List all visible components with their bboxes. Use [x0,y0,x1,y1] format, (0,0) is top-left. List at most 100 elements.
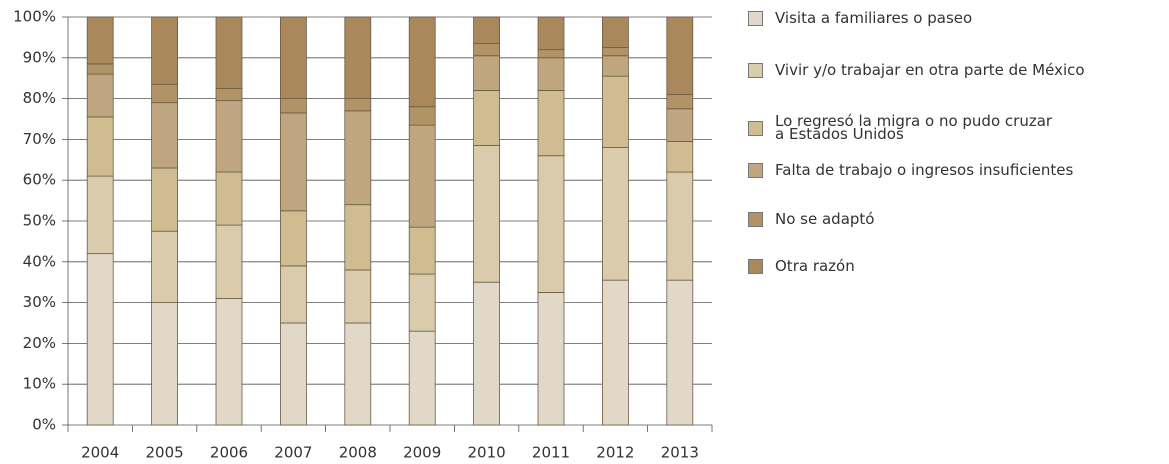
bar-segment [602,16,629,49]
bar-segment [344,322,372,426]
bar-segment [666,279,694,426]
chart: 0% 10% 20% 30% 40% 50% 60% 70% 80% 90% 100% 2004 200… [13,8,713,462]
bar-segment [279,265,307,324]
bar-segment [344,110,372,206]
x-tick-label: 2012 [596,444,634,462]
bar-segment [537,291,565,426]
x-tick-label: 2010 [468,444,506,462]
legend-item: No se adaptó [748,212,874,227]
bar-segment [408,106,436,126]
bar-segment [537,90,565,157]
legend-swatch [748,120,763,136]
legend-label: No se adaptó [775,210,875,228]
bar-segment [86,63,114,75]
bar-segment [602,55,629,77]
bar-segment [215,298,243,426]
y-tick-label: 30% [23,293,56,311]
bar-segment [537,57,565,91]
y-tick-label: 80% [23,89,56,107]
bar-segment [408,273,436,332]
bar-segment [473,43,501,57]
y-tick-label: 60% [23,171,56,189]
bar-segment [86,253,114,426]
legend-label: Falta de trabajo o ingresos insuficiente… [775,161,1074,179]
bar-segment [279,210,307,267]
bar-segment [537,155,565,293]
bar-segment [151,83,179,104]
bar-segment [408,16,436,108]
legend-swatch [748,259,763,274]
bar-segment [473,281,501,426]
bar-segment [344,204,372,271]
bar-segment [473,16,501,44]
bar-segment [86,175,114,255]
legend-label: Visita a familiares o paseo [775,9,973,27]
legend-item: Vivir y/o trabajar en otra parte de Méxi… [748,63,1085,78]
legend-item: Visita a familiares o paseo [748,11,972,26]
bar-segment [279,16,307,99]
x-tick-label: 2005 [146,444,184,462]
x-tick-label: 2004 [81,444,119,462]
bar-segment [215,224,243,299]
bar-segment [408,226,436,275]
legend-item: Lo regresó la migra o no pudo cruzar a E… [748,112,1053,143]
bar-segment [279,322,307,426]
legend-swatch [748,163,763,178]
x-tick-label: 2009 [403,444,441,462]
bar-segment [602,147,629,281]
y-tick-label: 10% [23,375,56,393]
bar-segment [666,171,694,281]
bar-segment [473,55,501,91]
bar-segment [151,102,179,169]
legend-swatch [748,212,763,227]
y-tick-label: 40% [23,252,56,270]
bar-segment [408,124,436,228]
bar-segment [666,108,694,142]
bar-segment [602,279,629,426]
y-tick-label: 0% [32,416,56,434]
y-tick-label: 100% [13,8,56,26]
x-tick-label: 2011 [532,444,570,462]
bar-segment [215,171,243,226]
bar-segment [344,269,372,324]
y-tick-label: 90% [23,48,56,66]
bar-segment [279,112,307,212]
bar-segment [666,16,694,95]
y-tick-label: 20% [23,334,56,352]
x-tick-label: 2006 [210,444,248,462]
bar-segment [666,141,694,173]
bar-segment [215,88,243,102]
legend-label: Lo regresó la migra o no pudo cruzar a E… [775,112,1053,143]
bar-segment [408,330,436,426]
legend-label: Vivir y/o trabajar en otra parte de Méxi… [775,61,1085,79]
bar-segment [86,16,114,65]
bar-segment [215,100,243,173]
y-tick-label: 50% [23,212,56,230]
bar-segment [151,230,179,303]
legend-swatch [748,63,763,78]
bar-segment [86,73,114,118]
x-tick-label: 2008 [339,444,377,462]
legend-item: Falta de trabajo o ingresos insuficiente… [748,163,1073,178]
bar-segment [151,167,179,232]
bar-segment [473,145,501,283]
bar-segment [151,302,179,426]
x-tick-label: 2013 [661,444,699,462]
bar-segment [473,90,501,146]
bar-segment [279,98,307,114]
bar-segment [86,116,114,177]
bar-segment [602,47,629,57]
bar-segment [344,98,372,112]
bar-segment [537,16,565,51]
bar-segment [537,49,565,59]
bar-segment [151,16,179,85]
bar-segment [602,75,629,148]
bar-segment [344,16,372,99]
legend-label: Otra razón [775,257,855,275]
legend-swatch [748,11,763,26]
x-tick-label: 2007 [274,444,312,462]
legend-item: Otra razón [748,259,855,274]
bar-segment [215,16,243,89]
bar-segment [666,94,694,110]
